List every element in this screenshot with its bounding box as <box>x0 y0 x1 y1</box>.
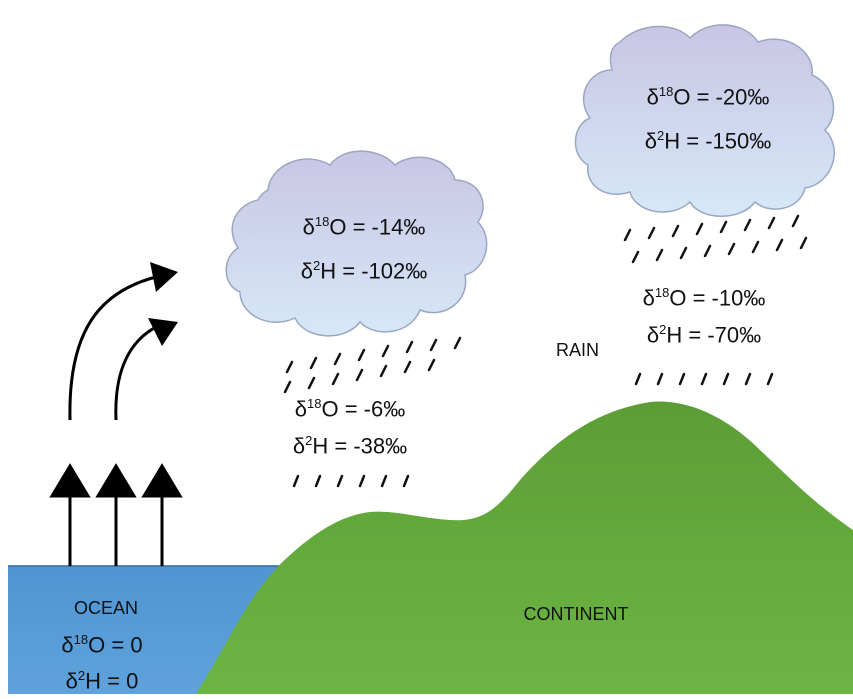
rain-streaks-left-lower <box>292 474 410 488</box>
rain-left-o18-label: δ18O = -6‰ <box>294 396 406 422</box>
continent-label: CONTINENT <box>523 604 629 624</box>
cloud-right-o18-label: δ18O = -20‰ <box>646 84 770 110</box>
evaporation-arrows <box>49 463 183 566</box>
arrowhead-upper <box>150 262 178 292</box>
arrowhead-lower <box>148 318 178 346</box>
cloud-right-h2-label: δ2H = -150‰ <box>644 128 772 154</box>
rain-left-h2-label: δ2H = -38‰ <box>292 433 408 459</box>
cloud-left-h2-label: δ2H = -102‰ <box>300 258 428 284</box>
cloud-right <box>574 24 835 217</box>
vapor-transport-arrows <box>68 274 161 421</box>
rain-label: RAIN <box>556 340 600 360</box>
cloud-left-o18-label: δ18O = -14‰ <box>302 214 426 240</box>
rain-right-o18-label: δ18O = -10‰ <box>642 285 766 311</box>
rain-streaks-right-lower <box>634 372 774 386</box>
continent-land <box>196 401 853 694</box>
ocean-h2-label: δ2H = 0 <box>65 668 139 694</box>
ocean-label: OCEAN <box>73 598 139 618</box>
ocean-o18-label: δ18O = 0 <box>61 632 143 658</box>
rain-streaks-right-upper <box>623 214 808 264</box>
rain-right-h2-label: δ2H = -70‰ <box>646 322 762 348</box>
rain-streaks-left-upper <box>283 336 462 394</box>
cloud-left <box>225 150 488 337</box>
